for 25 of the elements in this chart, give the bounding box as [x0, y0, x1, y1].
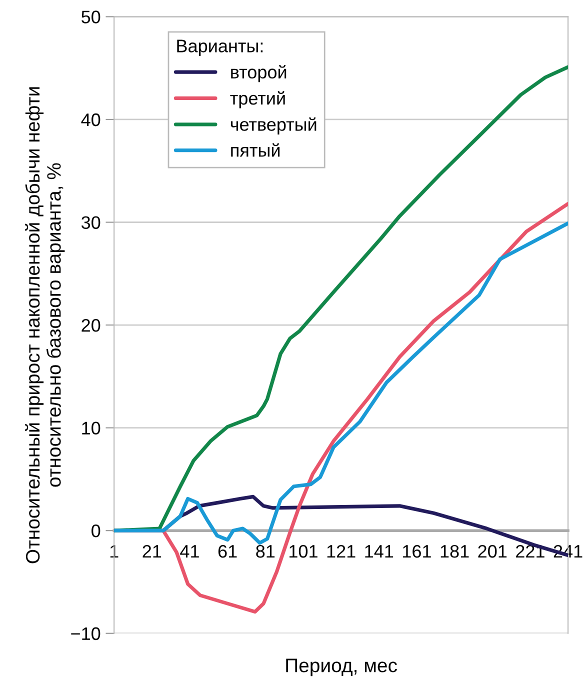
y-tick-label: 50: [82, 10, 100, 24]
y-tick-label: 30: [81, 216, 100, 229]
x-tick-label: 61: [218, 544, 237, 558]
x-tick-label: 41: [180, 545, 199, 558]
x-tick-label: 81: [256, 544, 275, 558]
x-tick-label: 201: [478, 544, 507, 558]
line-series: [114, 221, 568, 545]
x-tick-label: 101: [290, 544, 318, 558]
x-tick-label: 181: [440, 544, 469, 558]
legend-label: пятый: [231, 143, 280, 157]
x-tick-label: 161: [403, 544, 431, 558]
y-axis-title: Относительный прирост накопленной добычи нефти относительно базового варианта, %: [25, 87, 65, 564]
x-tick-label: 121: [327, 544, 356, 558]
legend-label: третий: [230, 91, 285, 108]
y-tick-label: 10: [82, 422, 100, 435]
x-tick-label: 141: [365, 545, 394, 558]
y-tick-label: 0: [92, 524, 100, 538]
y-tick-label: 40: [81, 113, 100, 126]
x-axis-title: Период, мес: [286, 658, 397, 676]
legend-title: Варианты:: [177, 40, 263, 56]
y-tick-label: −10: [71, 627, 100, 640]
legend-label: четвертый: [230, 117, 316, 134]
legend-label: второй: [231, 64, 286, 82]
x-tick-label: 21: [142, 544, 162, 558]
y-tick-label: 20: [82, 318, 100, 332]
